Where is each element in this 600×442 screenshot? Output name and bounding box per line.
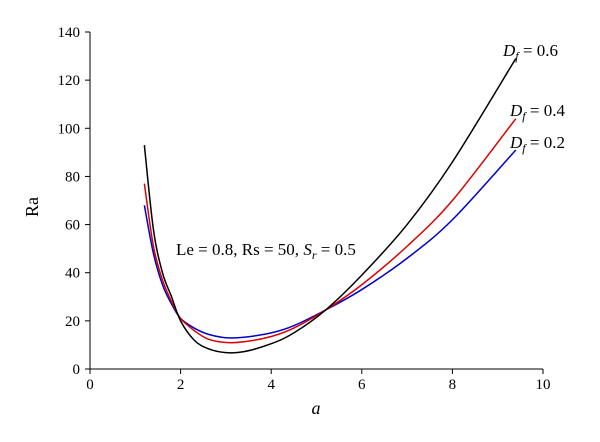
y-tick-label: 40 — [65, 266, 80, 282]
y-tick-label: 140 — [58, 25, 81, 41]
y-ticks: 0 20 40 60 80 100 120 140 — [58, 25, 90, 378]
x-tick-label: 8 — [449, 377, 457, 393]
series-label-symbol: D — [509, 133, 523, 152]
parameter-annotation: Le = 0.8, Rs = 50, Sr = 0.5 — [176, 240, 356, 262]
series-layer — [143, 58, 517, 354]
series-label-subscript: f — [522, 141, 527, 155]
y-tick-label: 120 — [58, 73, 81, 89]
y-tick-label: 0 — [73, 362, 81, 378]
y-tick-label: 60 — [65, 218, 80, 234]
series-line-df-02 — [143, 149, 517, 339]
x-tick-label: 6 — [358, 377, 366, 393]
series-label-value: = 0.6 — [519, 41, 558, 60]
series-label-subscript: f — [522, 109, 527, 123]
y-tick-label: 80 — [65, 169, 80, 185]
series-label-value: = 0.2 — [526, 133, 565, 152]
axes — [89, 32, 543, 370]
annotation-prefix: Le = 0.8, Rs = 50, — [176, 240, 303, 259]
series-label: Df = 0.4 — [509, 101, 565, 123]
x-tick-label: 10 — [536, 377, 551, 393]
y-tick-label: 100 — [58, 121, 81, 137]
x-ticks: 0 2 4 6 8 10 — [86, 369, 551, 393]
series-label-symbol: D — [509, 101, 523, 120]
annotation-symbol: S — [303, 240, 312, 259]
series-line-df-04 — [143, 118, 517, 344]
x-axis-label: a — [312, 398, 321, 418]
series-label-subscript: f — [515, 49, 520, 63]
y-axis-label: Ra — [22, 197, 42, 217]
annotation-subscript: r — [312, 248, 317, 262]
x-tick-label: 2 — [177, 377, 185, 393]
series-label-value: = 0.4 — [526, 101, 566, 120]
annotation-suffix: = 0.5 — [316, 240, 355, 259]
series-label-symbol: D — [502, 41, 516, 60]
x-tick-label: 0 — [86, 377, 94, 393]
x-tick-label: 4 — [267, 377, 275, 393]
series-labels: Df = 0.2Df = 0.4Df = 0.6 — [502, 41, 565, 155]
y-tick-label: 20 — [65, 314, 80, 330]
series-label: Df = 0.2 — [509, 133, 565, 155]
series-line-df-06 — [143, 58, 517, 354]
series-label: Df = 0.6 — [502, 41, 558, 63]
